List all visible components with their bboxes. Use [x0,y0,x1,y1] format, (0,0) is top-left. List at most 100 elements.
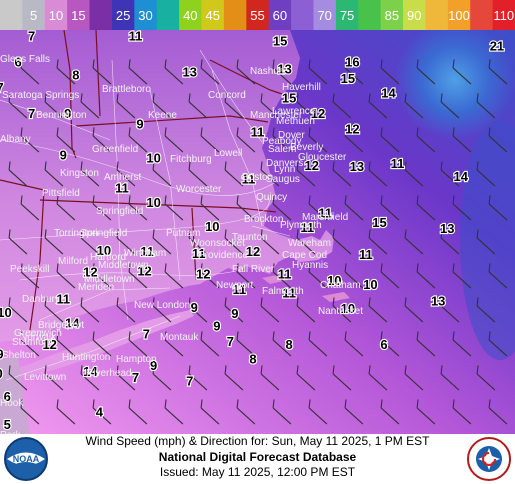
wind-speed-label: 9 [136,116,143,131]
wind-barb [380,195,400,221]
wind-barb [128,59,148,85]
wind-barb [224,161,244,187]
city-label: Worcester [176,184,222,195]
wind-barb [92,59,112,85]
road-line [251,225,291,237]
legend-bin [0,0,23,30]
wind-barb [224,93,244,119]
wind-barb [440,297,460,323]
wind-speed-label: 11 [129,30,143,43]
legend-label: 15 [71,8,85,23]
legend-label: 110 [493,8,514,23]
legend-label: 45 [205,8,219,23]
wind-barb [92,127,112,153]
wind-barb [344,331,364,357]
wind-barb [452,195,472,221]
road-line [5,315,181,381]
city-label: Danvers [266,158,303,169]
wind-barb [380,59,400,85]
wind-barb [44,93,64,119]
city-label: Boston [242,172,273,183]
wind-speed-legend: 5 10 15 25 30 40 45 55 60 70 75 85 90 100 110 [0,0,515,30]
wind-barb [152,161,172,187]
wind-speed-label: 11 [300,220,314,235]
wind-speed-label: 16 [345,54,359,69]
wind-barb [368,93,388,119]
legend-bin [470,0,494,30]
wind-speed-label: 14 [65,315,80,330]
wind-barb [224,229,244,255]
wind-barb [164,399,184,425]
wind-barb [476,93,496,119]
wind-barb [200,331,220,357]
city-label: Springfield [80,228,127,239]
wind-barb [20,59,40,85]
wind-speed-label: 11 [233,282,247,297]
city-label: Methuen [276,116,315,127]
city-label: Woonsocket [190,238,245,249]
wind-barb [236,399,256,425]
state-border-line [63,30,77,159]
wind-speed-label: 12 [311,106,325,121]
wind-speed-label: 14 [454,169,469,184]
wind-speed-label: 9 [60,147,67,162]
state-border-line [75,115,269,127]
wind-speed-label: 15 [372,215,386,230]
road-line [211,69,263,227]
wind-barb [44,229,64,255]
wind-speed-label: 11 [192,246,206,261]
wind-barb [272,195,292,221]
city-label: Windham [124,248,166,259]
new-jersey-land [0,356,30,434]
speed-labels: 7111521616813131571514791291112910121311… [0,30,505,433]
city-label: Stamford [12,337,53,348]
legend-bin [313,0,337,30]
wind-speed-label: 10 [146,195,160,210]
wind-barb [236,331,256,357]
wind-barb [416,399,436,425]
city-label: Middletown [98,260,149,271]
legend-label: 25 [116,8,130,23]
wind-speed-label: 7 [132,370,139,385]
wind-barb [116,229,136,255]
wind-speed-label: 15 [273,34,287,49]
wind-barb [380,263,400,289]
wind-speed-label: 11 [282,285,296,300]
wind-speed-label: 13 [183,65,197,80]
wind-speed-label: 7 [227,334,234,349]
wind-speed-label: 6 [14,54,21,69]
legend-label: 10 [49,8,63,23]
city-label: Newport [216,280,253,291]
wind-barb [296,161,316,187]
wind-barb [368,365,388,391]
wind-speed-label: 13 [431,294,445,309]
wind-map: 7111521616813131571514791291112910121311… [0,30,515,434]
city-label: Bennington [36,110,87,121]
wind-barb [164,263,184,289]
wind-barb [452,127,472,153]
legend-bin [134,0,158,30]
legend-bin [358,0,382,30]
city-label: Lowell [214,148,242,159]
wind-barb [80,93,100,119]
city-label: Dover [278,130,305,141]
city-label: Quincy [256,192,287,203]
city-label: Park [0,430,22,434]
wind-barbs [8,59,508,425]
wind-barb [404,297,424,323]
wind-speed-label: 11 [391,156,405,171]
wind-barb [296,93,316,119]
state-border-line [191,207,197,281]
wind-barb [236,263,256,289]
wind-speed-label: 7 [28,30,35,43]
legend-bin [89,0,113,30]
wind-barb [440,229,460,255]
city-label: Taunton [232,232,268,243]
state-border-line [0,179,45,331]
wind-speed-label: 12 [42,337,56,352]
wind-barb [440,161,460,187]
city-label: Wareham [288,238,331,249]
wind-barb [164,195,184,221]
wind-barb [56,331,76,357]
